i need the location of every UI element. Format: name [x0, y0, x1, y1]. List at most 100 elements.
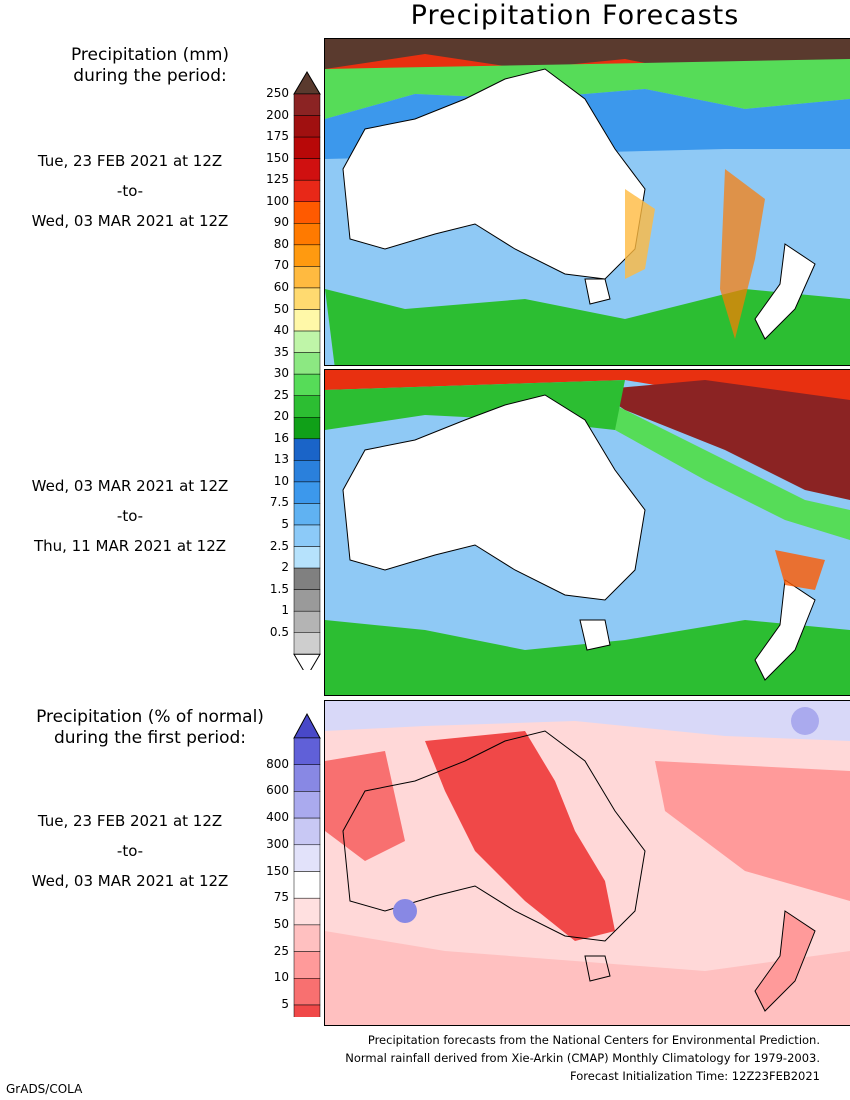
precip-colorbar-tick-label: 80	[273, 236, 289, 251]
precip-colorbar-cell	[293, 460, 321, 483]
precip-colorbar-cell	[293, 287, 321, 310]
normal-colorbar-cell	[293, 978, 321, 1006]
precip-colorbar-cell	[293, 438, 321, 461]
normal-colorbar-tick-label: 400	[266, 810, 289, 825]
precip-colorbar-cell	[293, 309, 321, 332]
forecast-map-period1-graphic	[325, 39, 850, 365]
precip-colorbar-cell	[293, 266, 321, 289]
precip-legend-heading-line1: Precipitation (mm)	[70, 45, 230, 65]
precip-colorbar-cell	[293, 567, 321, 590]
precip-colorbar-tick-label: 10	[273, 473, 289, 488]
precip-colorbar-cell	[293, 481, 321, 504]
normal-colorbar	[293, 712, 321, 1017]
period3-end: Wed, 03 MAR 2021 at 12Z	[31, 872, 229, 890]
precip-colorbar-cell	[293, 610, 321, 634]
precip-colorbar-tick-label: 5	[281, 517, 289, 531]
normal-colorbar-tick-label: 150	[266, 863, 289, 878]
normal-colorbar-tick-label: 300	[266, 836, 289, 851]
percent-normal-map	[324, 700, 850, 1026]
precip-colorbar-tick-label: 60	[273, 279, 289, 294]
precip-colorbar-tick-label: 1.5	[269, 581, 289, 596]
normal-colorbar-tick-label: 25	[273, 943, 289, 958]
normal-legend-heading-line2: during the first period:	[53, 728, 247, 748]
precip-colorbar-cell	[293, 373, 321, 396]
normal-colorbar-cell	[293, 817, 321, 846]
normal-legend-heading-line1: Precipitation (% of normal)	[36, 707, 264, 727]
normal-colorbar-tick-label: 50	[273, 916, 289, 931]
precip-legend-heading: Precipitation (mm) during the period:	[30, 45, 270, 87]
normal-colorbar-tick-label: 10	[273, 970, 289, 985]
forecast-map-period2	[324, 369, 850, 696]
precip-colorbar-tick-label: 40	[273, 323, 289, 338]
precip-colorbar-cell	[293, 201, 321, 224]
period3-start: Tue, 23 FEB 2021 at 12Z	[37, 812, 223, 830]
normal-colorbar-top-arrow	[293, 712, 321, 739]
precip-colorbar-tick-label: 30	[273, 366, 289, 381]
precip-colorbar-cell	[293, 524, 321, 547]
precip-colorbar-cell	[293, 503, 321, 526]
precip-colorbar-cell	[293, 546, 321, 569]
precip-colorbar-cell	[293, 417, 321, 440]
footer-line2: Normal rainfall derived from Xie-Arkin (…	[345, 1051, 820, 1065]
normal-colorbar-cell	[293, 897, 321, 926]
normal-colorbar-tick-label: 600	[266, 783, 289, 798]
period2-end: Thu, 11 MAR 2021 at 12Z	[33, 537, 227, 555]
period1-sep: -to-	[116, 182, 144, 200]
precip-colorbar-cell	[293, 244, 321, 267]
precip-colorbar-tick-label: 90	[273, 215, 289, 230]
normal-colorbar-tick-label: 5	[281, 997, 289, 1011]
precip-colorbar-tick-label: 13	[273, 452, 289, 467]
normal-colorbar-cell	[293, 844, 321, 872]
precip-colorbar-cell	[293, 93, 321, 116]
normal-colorbar-cell	[293, 1004, 321, 1017]
precip-colorbar-tick-label: 1	[281, 603, 289, 618]
normal-colorbar-cell	[293, 791, 321, 819]
precip-colorbar-cell	[293, 632, 321, 655]
precip-colorbar-tick-label: 16	[273, 430, 289, 445]
period3-sep: -to-	[116, 842, 144, 860]
normal-colorbar-cell	[293, 871, 321, 899]
precip-colorbar-tick-label: 150	[266, 150, 289, 165]
precip-colorbar	[293, 71, 321, 670]
footer-line3: Forecast Initialization Time: 12Z23FEB20…	[570, 1069, 820, 1083]
precip-legend-heading-line2: during the period:	[73, 66, 227, 86]
precip-colorbar-cell	[293, 352, 321, 375]
normal-colorbar-cell	[293, 764, 321, 792]
precip-colorbar-tick-label: 125	[266, 172, 289, 187]
page-title: Precipitation Forecasts	[410, 0, 740, 31]
forecast-map-period1	[324, 38, 850, 366]
precip-colorbar-tick-label: 175	[266, 129, 289, 144]
precip-colorbar-tick-label: 25	[273, 387, 289, 402]
normal-colorbar-cell	[293, 951, 321, 979]
precip-colorbar-cell	[293, 395, 321, 418]
precip-colorbar-tick-label: 35	[273, 344, 289, 359]
precip-colorbar-tick-label: 7.5	[269, 495, 289, 510]
precip-colorbar-tick-label: 2	[281, 560, 289, 575]
precip-colorbar-tick-label: 70	[273, 258, 289, 273]
precip-colorbar-cell	[293, 115, 321, 138]
precip-colorbar-cell	[293, 223, 321, 246]
precip-colorbar-cell	[293, 179, 321, 202]
precip-colorbar-tick-label: 2.5	[269, 538, 289, 553]
precip-colorbar-tick-label: 20	[273, 409, 289, 424]
precip-colorbar-tick-label: 50	[273, 301, 289, 316]
precip-colorbar-cell	[293, 330, 321, 353]
precip-colorbar-tick-label: 100	[266, 193, 289, 208]
footer-line1: Precipitation forecasts from the Nationa…	[367, 1033, 820, 1047]
precip-colorbar-cell	[293, 158, 321, 181]
normal-colorbar-cell	[293, 737, 321, 765]
normal-colorbar-cell	[293, 924, 321, 952]
precip-colorbar-cell	[293, 589, 321, 612]
precip-colorbar-tick-label: 250	[266, 86, 289, 100]
normal-colorbar-tick-label: 75	[273, 890, 289, 905]
precip-colorbar-bottom-arrow	[293, 653, 321, 670]
period1-start: Tue, 23 FEB 2021 at 12Z	[37, 152, 223, 170]
precip-colorbar-cell	[293, 136, 321, 159]
period2-start: Wed, 03 MAR 2021 at 12Z	[31, 477, 229, 495]
period1-end: Wed, 03 MAR 2021 at 12Z	[31, 212, 229, 230]
normal-legend-heading: Precipitation (% of normal) during the f…	[10, 707, 290, 749]
precip-colorbar-top-arrow	[293, 71, 321, 95]
period2-sep: -to-	[116, 507, 144, 525]
normal-colorbar-tick-label: 800	[266, 756, 289, 771]
percent-normal-map-graphic	[325, 701, 850, 1025]
